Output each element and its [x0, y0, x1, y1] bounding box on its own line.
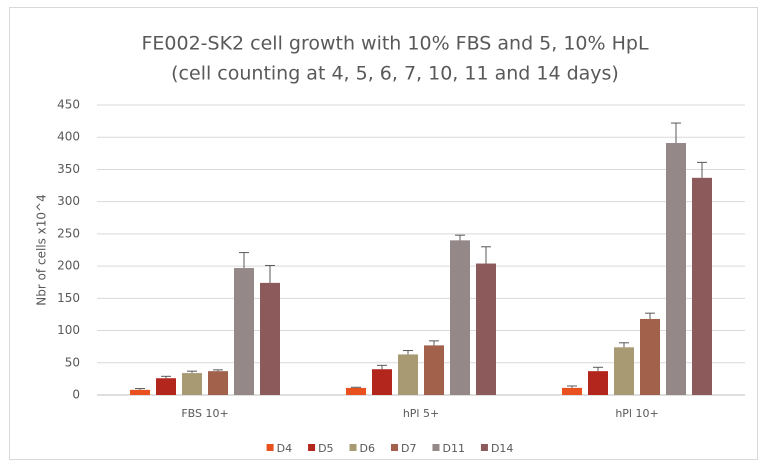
error-bar — [645, 312, 655, 319]
error-bar — [187, 370, 197, 374]
legend-swatch — [480, 444, 488, 451]
bar — [450, 240, 470, 395]
legend-swatch — [391, 444, 398, 451]
y-tick-label: 350 — [57, 162, 80, 176]
error-bar — [265, 264, 275, 283]
bar — [260, 282, 280, 395]
y-tick-label: 50 — [65, 355, 80, 369]
legend-swatch — [266, 444, 274, 451]
bar — [640, 318, 660, 395]
bar — [424, 345, 444, 395]
bar — [692, 177, 712, 395]
y-tick-label: 300 — [57, 194, 80, 208]
error-bar — [161, 375, 171, 379]
x-tick-label: FBS 10+ — [181, 407, 228, 420]
y-tick-label: 200 — [57, 259, 80, 273]
error-bar — [429, 340, 439, 346]
y-tick-label: 400 — [57, 130, 80, 144]
error-bar — [377, 364, 387, 370]
legend-swatch — [432, 444, 440, 451]
bar — [476, 263, 496, 395]
legend-label: D14 — [491, 442, 513, 455]
legend-label: D6 — [360, 442, 375, 455]
error-bar — [481, 246, 491, 264]
chart-subtitle: (cell counting at 4, 5, 6, 7, 10, 11 and… — [171, 63, 619, 85]
error-bar — [239, 252, 249, 269]
error-bar — [351, 386, 361, 388]
legend-label: D11 — [442, 442, 464, 455]
bar — [234, 268, 254, 395]
error-bar — [697, 161, 707, 178]
bar — [588, 371, 608, 395]
legend-label: D4 — [277, 442, 292, 455]
error-bar — [403, 350, 413, 355]
legend-label: D5 — [318, 442, 333, 455]
y-axis-label: Nbr of cells x10^4 — [35, 194, 49, 306]
y-tick-label: 100 — [57, 323, 80, 337]
error-bar — [213, 369, 223, 372]
legend-label: D7 — [401, 442, 416, 455]
bar — [666, 143, 686, 395]
bar — [182, 373, 202, 395]
bar — [614, 347, 634, 395]
error-bar — [567, 385, 577, 388]
legend-swatch — [308, 444, 316, 451]
y-tick-label: 450 — [57, 98, 80, 112]
error-bar — [135, 388, 145, 390]
bar — [156, 378, 176, 395]
bar — [562, 387, 582, 395]
x-tick-label: hPl 10+ — [615, 407, 658, 420]
legend-swatch — [349, 444, 357, 451]
error-bar — [671, 122, 681, 144]
error-bar — [593, 366, 603, 372]
y-tick-label: 150 — [57, 291, 80, 305]
error-bar — [455, 234, 465, 241]
chart-title: FE002-SK2 cell growth with 10% FBS and 5… — [141, 33, 649, 55]
bar — [372, 369, 392, 395]
y-tick-label: 0 — [72, 388, 80, 402]
bar — [346, 387, 366, 395]
bar — [398, 354, 418, 395]
bar — [208, 371, 228, 395]
x-tick-label: hPl 5+ — [403, 407, 439, 420]
bar — [130, 389, 150, 395]
error-bar — [619, 342, 629, 348]
y-tick-label: 250 — [57, 226, 80, 240]
